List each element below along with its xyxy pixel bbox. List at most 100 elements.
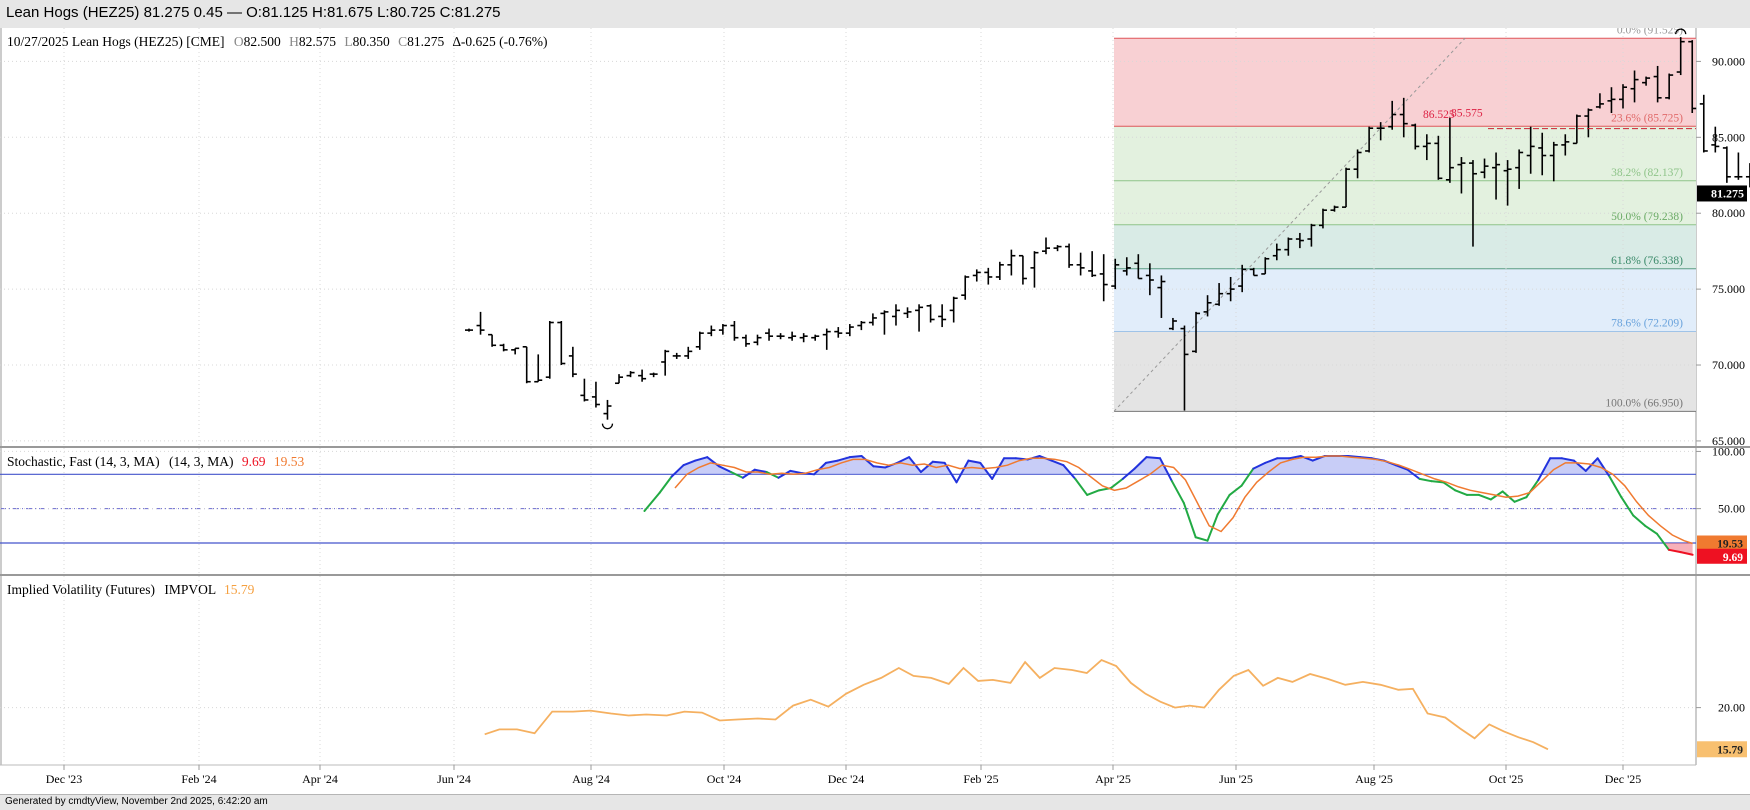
iv-series-line (484, 659, 1549, 751)
ohlc-bar (1318, 208, 1327, 229)
ohlc-bar (972, 269, 981, 282)
fib-level-label: 38.2% (82.137) (1611, 167, 1683, 179)
stoch-tick-label: 100.00 (1712, 444, 1745, 458)
last-price-marker: 81.275 (1697, 185, 1747, 202)
fib-level-label: 61.8% (76.338) (1611, 255, 1683, 267)
stoch-k-segment (1442, 481, 1457, 492)
fib-level-label: 0.0% (91.525) (1617, 28, 1683, 36)
stoch-k-segment (1430, 480, 1445, 484)
ohlc-bar (1445, 117, 1454, 183)
stoch-tick-label: 50.00 (1718, 502, 1745, 516)
ohlc-bar (1111, 258, 1120, 290)
time-tick-label: Aug '25 (1355, 772, 1393, 786)
ohlc-bar (903, 307, 912, 318)
fib-zone (1114, 38, 1696, 127)
fib-zone (1114, 224, 1696, 269)
stoch-k-segment (682, 459, 697, 467)
stoch-k-last-box (1697, 548, 1747, 564)
time-tick-label: Dec '24 (828, 772, 864, 786)
stochastic-title: Stochastic, Fast (14, 3, MA) (7, 454, 160, 469)
ohlc-bar (1607, 87, 1616, 114)
stochastic-gridlines (0, 448, 1696, 575)
ohlc-bar (603, 399, 612, 420)
fib-trend-line (1113, 37, 1466, 412)
stoch-k-segment (860, 455, 875, 468)
ohlc-bar (1457, 157, 1466, 194)
stoch-k-segment (1182, 501, 1197, 539)
stoch-k-segment (789, 469, 804, 475)
chart-canvas[interactable]: 0.0% (91.525) 23.6% (85.725) 38.2% (82.137… (0, 28, 1750, 794)
ohlc-bar (868, 313, 877, 326)
ohlc-bar (1365, 126, 1374, 153)
ohlc-bar (522, 346, 531, 384)
stoch-k-last-label: 9.69 (1723, 552, 1743, 564)
price-tick-label: 85.000 (1712, 130, 1745, 144)
time-axis[interactable]: Dec '23 Feb '24 Apr '24 Jun '24 Aug '24 Oct '… (46, 765, 1641, 786)
ohlc-bar (695, 331, 704, 350)
implied-volatility-pane[interactable]: 20.00 15.79 Implied Volatility (Futures)… (0, 576, 1747, 765)
ohlc-bar (1295, 232, 1304, 249)
stoch-d-last-label: 19.53 (1717, 539, 1743, 551)
fib-zone (1114, 180, 1696, 225)
time-tick-label: Aug '24 (572, 772, 610, 786)
time-tick-label: Dec '25 (1605, 772, 1641, 786)
open-label: O (234, 34, 244, 49)
ohlc-bar (661, 349, 670, 376)
ohlc-bar (1307, 223, 1316, 247)
stoch-k-segment (729, 471, 744, 479)
stoch-k-segment (979, 461, 994, 480)
price-pane[interactable]: 0.0% (91.525) 23.6% (85.725) 38.2% (82.137… (0, 28, 1750, 448)
stoch-k-segment (1121, 467, 1136, 480)
ohlc-bar (926, 304, 935, 323)
stoch-k-segment (1359, 456, 1374, 460)
stoch-k-segment (1133, 456, 1148, 470)
ohlc-bar (1088, 251, 1097, 277)
low-value: 80.350 (353, 34, 390, 49)
time-tick-label: Apr '25 (1095, 772, 1131, 786)
ohlc-bar (1699, 94, 1708, 153)
swing-low-marker (601, 423, 614, 430)
stoch-k-segment (872, 465, 887, 469)
ohlc-bar (1584, 108, 1593, 138)
ohlc-bar (1215, 283, 1224, 306)
low-label: L (344, 34, 352, 49)
last-price-box (1697, 185, 1747, 202)
stoch-k-segment (777, 469, 792, 479)
iv-line (484, 659, 1549, 751)
price-header: 10/27/2025 Lean Hogs (HEZ25) [CME] O82.5… (7, 34, 547, 49)
ohlc-bar (1053, 245, 1062, 252)
stochastic-k-value: 9.69 (242, 454, 266, 469)
stochastic-lines (643, 455, 1694, 556)
stoch-k-segment (1394, 464, 1409, 471)
high-label: H (289, 34, 299, 49)
price-tick-label: 70.000 (1712, 358, 1745, 372)
ohlc-bar (476, 311, 485, 335)
price-tick-label: 75.000 (1712, 282, 1745, 296)
fibonacci-retracement[interactable]: 0.0% (91.525) 23.6% (85.725) 38.2% (82.137… (1113, 28, 1696, 412)
ohlc-bar (1526, 126, 1535, 174)
ohlc-bar (1376, 122, 1385, 141)
ohlc-bar (1665, 73, 1674, 100)
ohlc-bar (776, 333, 785, 340)
ohlc-bar (591, 381, 600, 408)
time-tick-label: Dec '23 (46, 772, 82, 786)
close-value: 81.275 (407, 34, 444, 49)
stoch-k-segment (1667, 548, 1682, 554)
stoch-k-segment (1477, 493, 1492, 501)
stoch-k-segment (1644, 524, 1658, 535)
ohlc-bar (1261, 257, 1270, 275)
ohlc-bar (1065, 243, 1074, 268)
ohlc-bar (626, 371, 635, 378)
ohlc-bar (1630, 70, 1639, 103)
ohlc-bar (949, 296, 958, 323)
ohlc-bar (615, 374, 624, 385)
ohlc-bar (534, 354, 543, 383)
stoch-k-segment (1216, 493, 1231, 516)
ohlc-bar (1238, 264, 1247, 293)
ohlc-bar (1076, 252, 1085, 276)
ohlc-bar (672, 352, 681, 359)
stoch-overbought-fill (1541, 458, 1608, 475)
stoch-k-segment (1170, 480, 1185, 504)
